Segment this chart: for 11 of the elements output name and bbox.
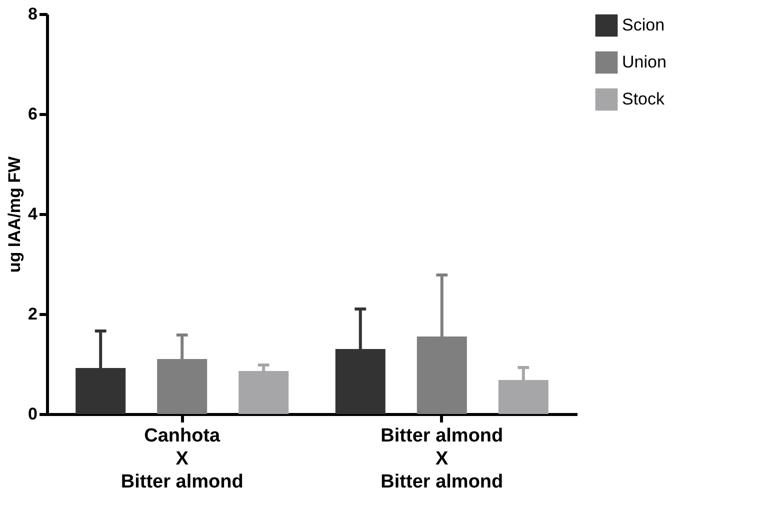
y-tick-label: 0 xyxy=(28,404,38,424)
y-tick-label: 4 xyxy=(28,204,38,224)
y-tick-label: 8 xyxy=(28,4,38,24)
legend-label: Union xyxy=(622,52,666,72)
y-axis-title: ug IAA/mg FW xyxy=(5,155,24,273)
x-tick-label: Bitter almond X Bitter almond xyxy=(380,426,504,492)
x-tick-label: Canhota X Bitter almond xyxy=(120,426,244,492)
legend-label: Scion xyxy=(622,16,665,34)
legend-label: Stock xyxy=(622,90,666,108)
y-tick-label: 6 xyxy=(28,104,38,124)
y-tick-label: 2 xyxy=(28,304,38,324)
